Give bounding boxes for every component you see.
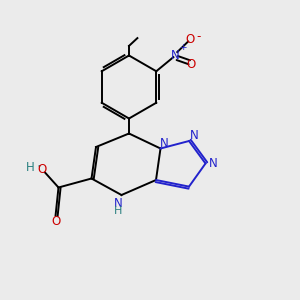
Text: ·: · bbox=[36, 160, 41, 175]
Text: -: - bbox=[197, 30, 201, 43]
Text: H: H bbox=[114, 206, 123, 216]
Text: N: N bbox=[208, 157, 217, 170]
Text: N: N bbox=[114, 197, 123, 210]
Text: N: N bbox=[160, 136, 169, 150]
Text: O: O bbox=[187, 58, 196, 70]
Text: H: H bbox=[26, 160, 35, 174]
Text: O: O bbox=[186, 33, 195, 46]
Text: N: N bbox=[190, 129, 199, 142]
Text: O: O bbox=[38, 163, 46, 176]
Text: O: O bbox=[51, 215, 60, 228]
Text: +: + bbox=[179, 43, 187, 52]
Text: N: N bbox=[170, 49, 179, 62]
